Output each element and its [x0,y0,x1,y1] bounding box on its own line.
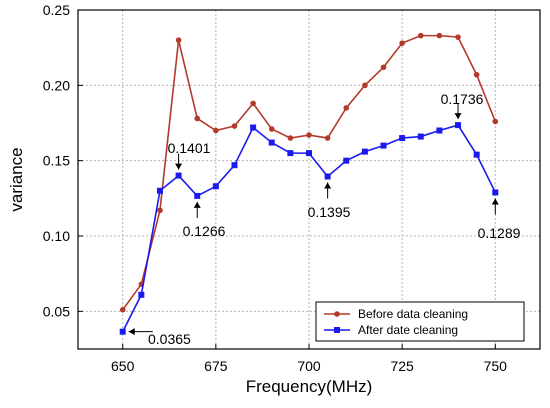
data-point [175,37,182,43]
x-tick-label: 725 [390,358,414,374]
data-point [417,32,424,39]
data-point [380,142,387,149]
data-point [268,139,275,146]
data-point [250,100,256,107]
data-point [417,133,424,140]
y-tick-label: 0.20 [43,77,70,93]
annotation-label: 0.1395 [308,204,351,220]
data-point [324,173,331,180]
y-tick-label: 0.10 [43,228,70,244]
series [119,122,499,335]
axis-ticks: 650 675 700 725 750 0.05 0.10 0.15 0.20 0.25 [43,2,507,374]
data-point [175,172,182,179]
data-point [324,135,331,141]
annotation-label: 0.0365 [148,331,191,347]
y-tick-label: 0.05 [43,303,70,319]
data-point [138,291,145,298]
data-point [492,118,499,125]
data-point [287,150,294,157]
annotation-labels: 0.0365 0.1401 0.1266 0.1395 0.1736 0.1289 [148,91,521,347]
data-point [455,122,462,129]
annotation-label: 0.1736 [441,91,484,107]
annotation-label: 0.1266 [183,223,226,239]
x-tick-label: 675 [204,358,228,374]
series-group [119,32,499,335]
arrow-head-icon [324,182,332,189]
data-point [361,148,368,155]
data-point [287,135,294,141]
data-point [250,124,257,131]
data-point [194,115,201,122]
arrow-head-icon [193,201,201,208]
arrow-head-icon [454,113,462,120]
data-point [306,150,312,157]
legend: Before data cleaning After date cleaning [315,301,525,342]
annotation-arrows [128,103,499,336]
data-point [492,189,499,196]
data-point [306,132,312,138]
data-point [231,162,238,169]
data-point [399,40,405,46]
annotation-label: 0.1289 [478,225,521,241]
legend-marker [334,327,340,333]
data-point [436,127,443,134]
data-point [473,151,480,158]
data-point [213,127,219,134]
x-tick-label: 650 [111,358,135,374]
arrow-head-icon [175,163,183,170]
legend-marker [334,311,340,317]
data-point [343,157,350,164]
x-tick-label: 750 [484,358,508,374]
data-point [212,183,219,190]
data-point [119,307,126,313]
data-point [231,123,238,129]
y-axis-title: variance [7,147,26,211]
legend-box [315,301,525,342]
data-point [156,187,163,194]
data-point [343,105,350,111]
legend-item: Before data cleaning [324,307,468,321]
legend-label: After date cleaning [358,323,458,337]
data-point [119,328,126,335]
data-point [380,64,387,71]
legend-label: Before data cleaning [358,307,468,321]
x-tick-label: 700 [297,358,321,374]
data-point [194,192,201,199]
data-point [399,135,406,142]
y-tick-label: 0.15 [43,153,70,169]
data-point [436,32,443,39]
data-point [362,82,368,89]
grid [78,9,540,349]
data-point [473,71,480,78]
legend-item: After date cleaning [324,323,458,337]
data-point [455,34,461,40]
x-axis-title: Frequency(MHz) [246,377,373,396]
arrow-head-icon [491,198,499,205]
data-point [157,207,163,214]
annotation-label: 0.1401 [168,140,211,156]
y-tick-label: 0.25 [43,2,70,18]
arrow-head-icon [128,328,135,336]
data-point [268,126,275,132]
